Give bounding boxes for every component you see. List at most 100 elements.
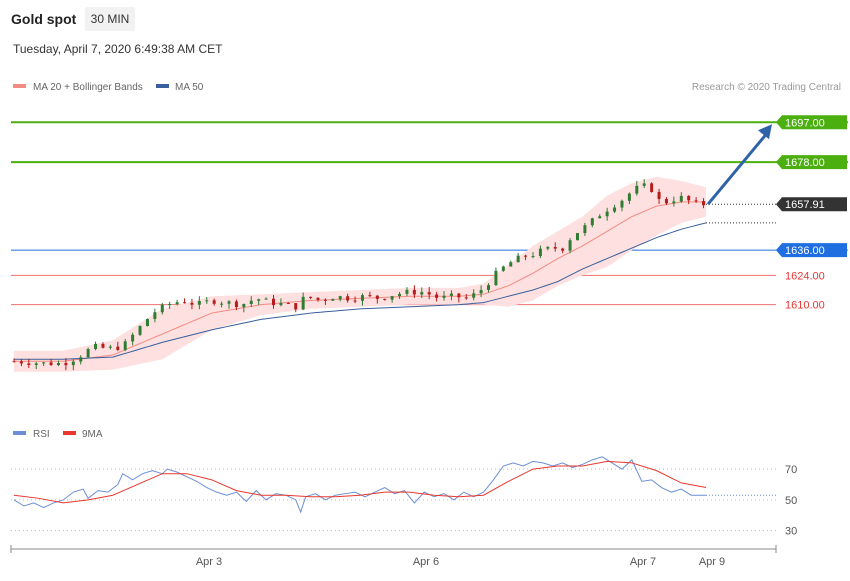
- rsi-tick-label: 30: [785, 526, 797, 538]
- candle-body: [561, 248, 565, 251]
- candle-body: [672, 201, 676, 204]
- candle-body: [234, 301, 238, 308]
- candle-body: [516, 255, 520, 263]
- candle-body: [123, 341, 127, 350]
- candle-body: [479, 290, 483, 294]
- level-labels: 1697.00 1678.00 1657.91 1636.00 1624.00 1610.…: [776, 115, 847, 312]
- candle-body: [138, 326, 142, 335]
- candle-body: [42, 362, 46, 364]
- level-tag-resistance: [776, 115, 847, 130]
- candle-body: [620, 200, 624, 208]
- candle-body: [635, 185, 639, 194]
- candle-body: [464, 297, 468, 299]
- candle-body: [568, 240, 572, 251]
- level-label-pivot: 1610.00: [785, 300, 825, 312]
- forecast-arrow-shaft: [706, 132, 769, 206]
- candle-body: [12, 361, 16, 363]
- rsi-panel: 30 50 70: [11, 456, 797, 538]
- candle-body: [183, 302, 187, 304]
- candle-body: [94, 343, 98, 350]
- ma50-line: [14, 222, 707, 360]
- candle-body: [131, 334, 135, 342]
- candle-body: [175, 302, 179, 305]
- candle-body: [301, 296, 305, 310]
- candle-body: [546, 247, 550, 249]
- ma20-line: [14, 201, 706, 362]
- candle-body: [598, 216, 602, 219]
- candle-body: [524, 255, 528, 257]
- rsi-line: [13, 456, 706, 514]
- candle-body: [212, 300, 216, 304]
- forecast-arrow-head: [758, 124, 772, 140]
- candle-body: [613, 207, 617, 212]
- candle-body: [449, 293, 453, 296]
- candle-body: [494, 270, 498, 286]
- candle-body: [309, 296, 313, 298]
- candle-body: [627, 193, 631, 201]
- rsi-legend-swatch: [13, 431, 26, 435]
- candle-body: [145, 318, 149, 327]
- candle-body: [657, 191, 661, 199]
- price-candles: [12, 179, 706, 371]
- candle-body: [257, 299, 261, 301]
- candle-body: [279, 302, 283, 306]
- candle-body: [487, 285, 491, 291]
- ma50-legend-label: MA 50: [175, 82, 204, 93]
- candle-body: [153, 312, 157, 319]
- candle-body: [375, 295, 379, 299]
- candle-body: [108, 346, 112, 348]
- candle-body: [575, 233, 579, 241]
- candle-body: [383, 298, 387, 300]
- candle-body: [398, 293, 402, 297]
- level-label-support: 1636.00: [785, 245, 825, 257]
- candle-body: [101, 343, 105, 348]
- candle-body: [694, 200, 698, 202]
- timeframe-label: 30 MIN: [91, 12, 130, 26]
- candle-body: [605, 211, 609, 217]
- candle-body: [538, 248, 542, 257]
- candle-body: [642, 183, 646, 186]
- candle-body: [227, 301, 231, 304]
- candle-body: [86, 349, 90, 358]
- ma20-legend-label: MA 20 + Bollinger Bands: [33, 82, 143, 93]
- candle-body: [501, 266, 505, 271]
- candle-body: [160, 304, 164, 313]
- candle-body: [49, 362, 53, 366]
- candle-body: [116, 346, 120, 350]
- candle-body: [205, 300, 209, 302]
- candle-body: [435, 294, 439, 298]
- rsi-ma-legend-swatch: [63, 431, 76, 435]
- timeframe-badge[interactable]: [85, 7, 135, 31]
- x-axis: Apr 3 Apr 6 Apr 7 Apr 9: [10, 545, 777, 568]
- moving-averages: [14, 201, 707, 362]
- candle-body: [650, 183, 654, 192]
- x-axis-label: Apr 9: [699, 556, 725, 568]
- candle-body: [71, 361, 75, 366]
- candle-body: [346, 296, 350, 301]
- level-lines: [11, 121, 848, 306]
- level-tag-last: [776, 197, 847, 212]
- candle-body: [220, 303, 224, 305]
- forecast-arrow: [706, 124, 772, 206]
- candle-body: [272, 298, 275, 306]
- candle-body: [338, 296, 342, 300]
- candle-body: [294, 303, 298, 310]
- chart-title: Gold spot: [11, 11, 77, 27]
- candle-body: [702, 201, 706, 206]
- candle-body: [190, 302, 194, 305]
- candle-body: [34, 363, 38, 365]
- level-label-last: 1657.91: [785, 199, 825, 211]
- candle-body: [420, 292, 424, 295]
- candle-body: [509, 262, 513, 267]
- timestamp: Tuesday, April 7, 2020 6:49:38 AM CET: [13, 42, 223, 56]
- rsi-tick-label: 50: [785, 495, 797, 507]
- candle-body: [168, 304, 172, 306]
- candle-body: [553, 247, 557, 249]
- ma20-legend-swatch: [13, 84, 26, 88]
- candle-body: [405, 289, 409, 294]
- level-tag-resistance: [776, 155, 847, 170]
- candle-body: [360, 295, 364, 301]
- candle-body: [331, 299, 335, 301]
- rsi-legend-label: RSI: [33, 429, 50, 440]
